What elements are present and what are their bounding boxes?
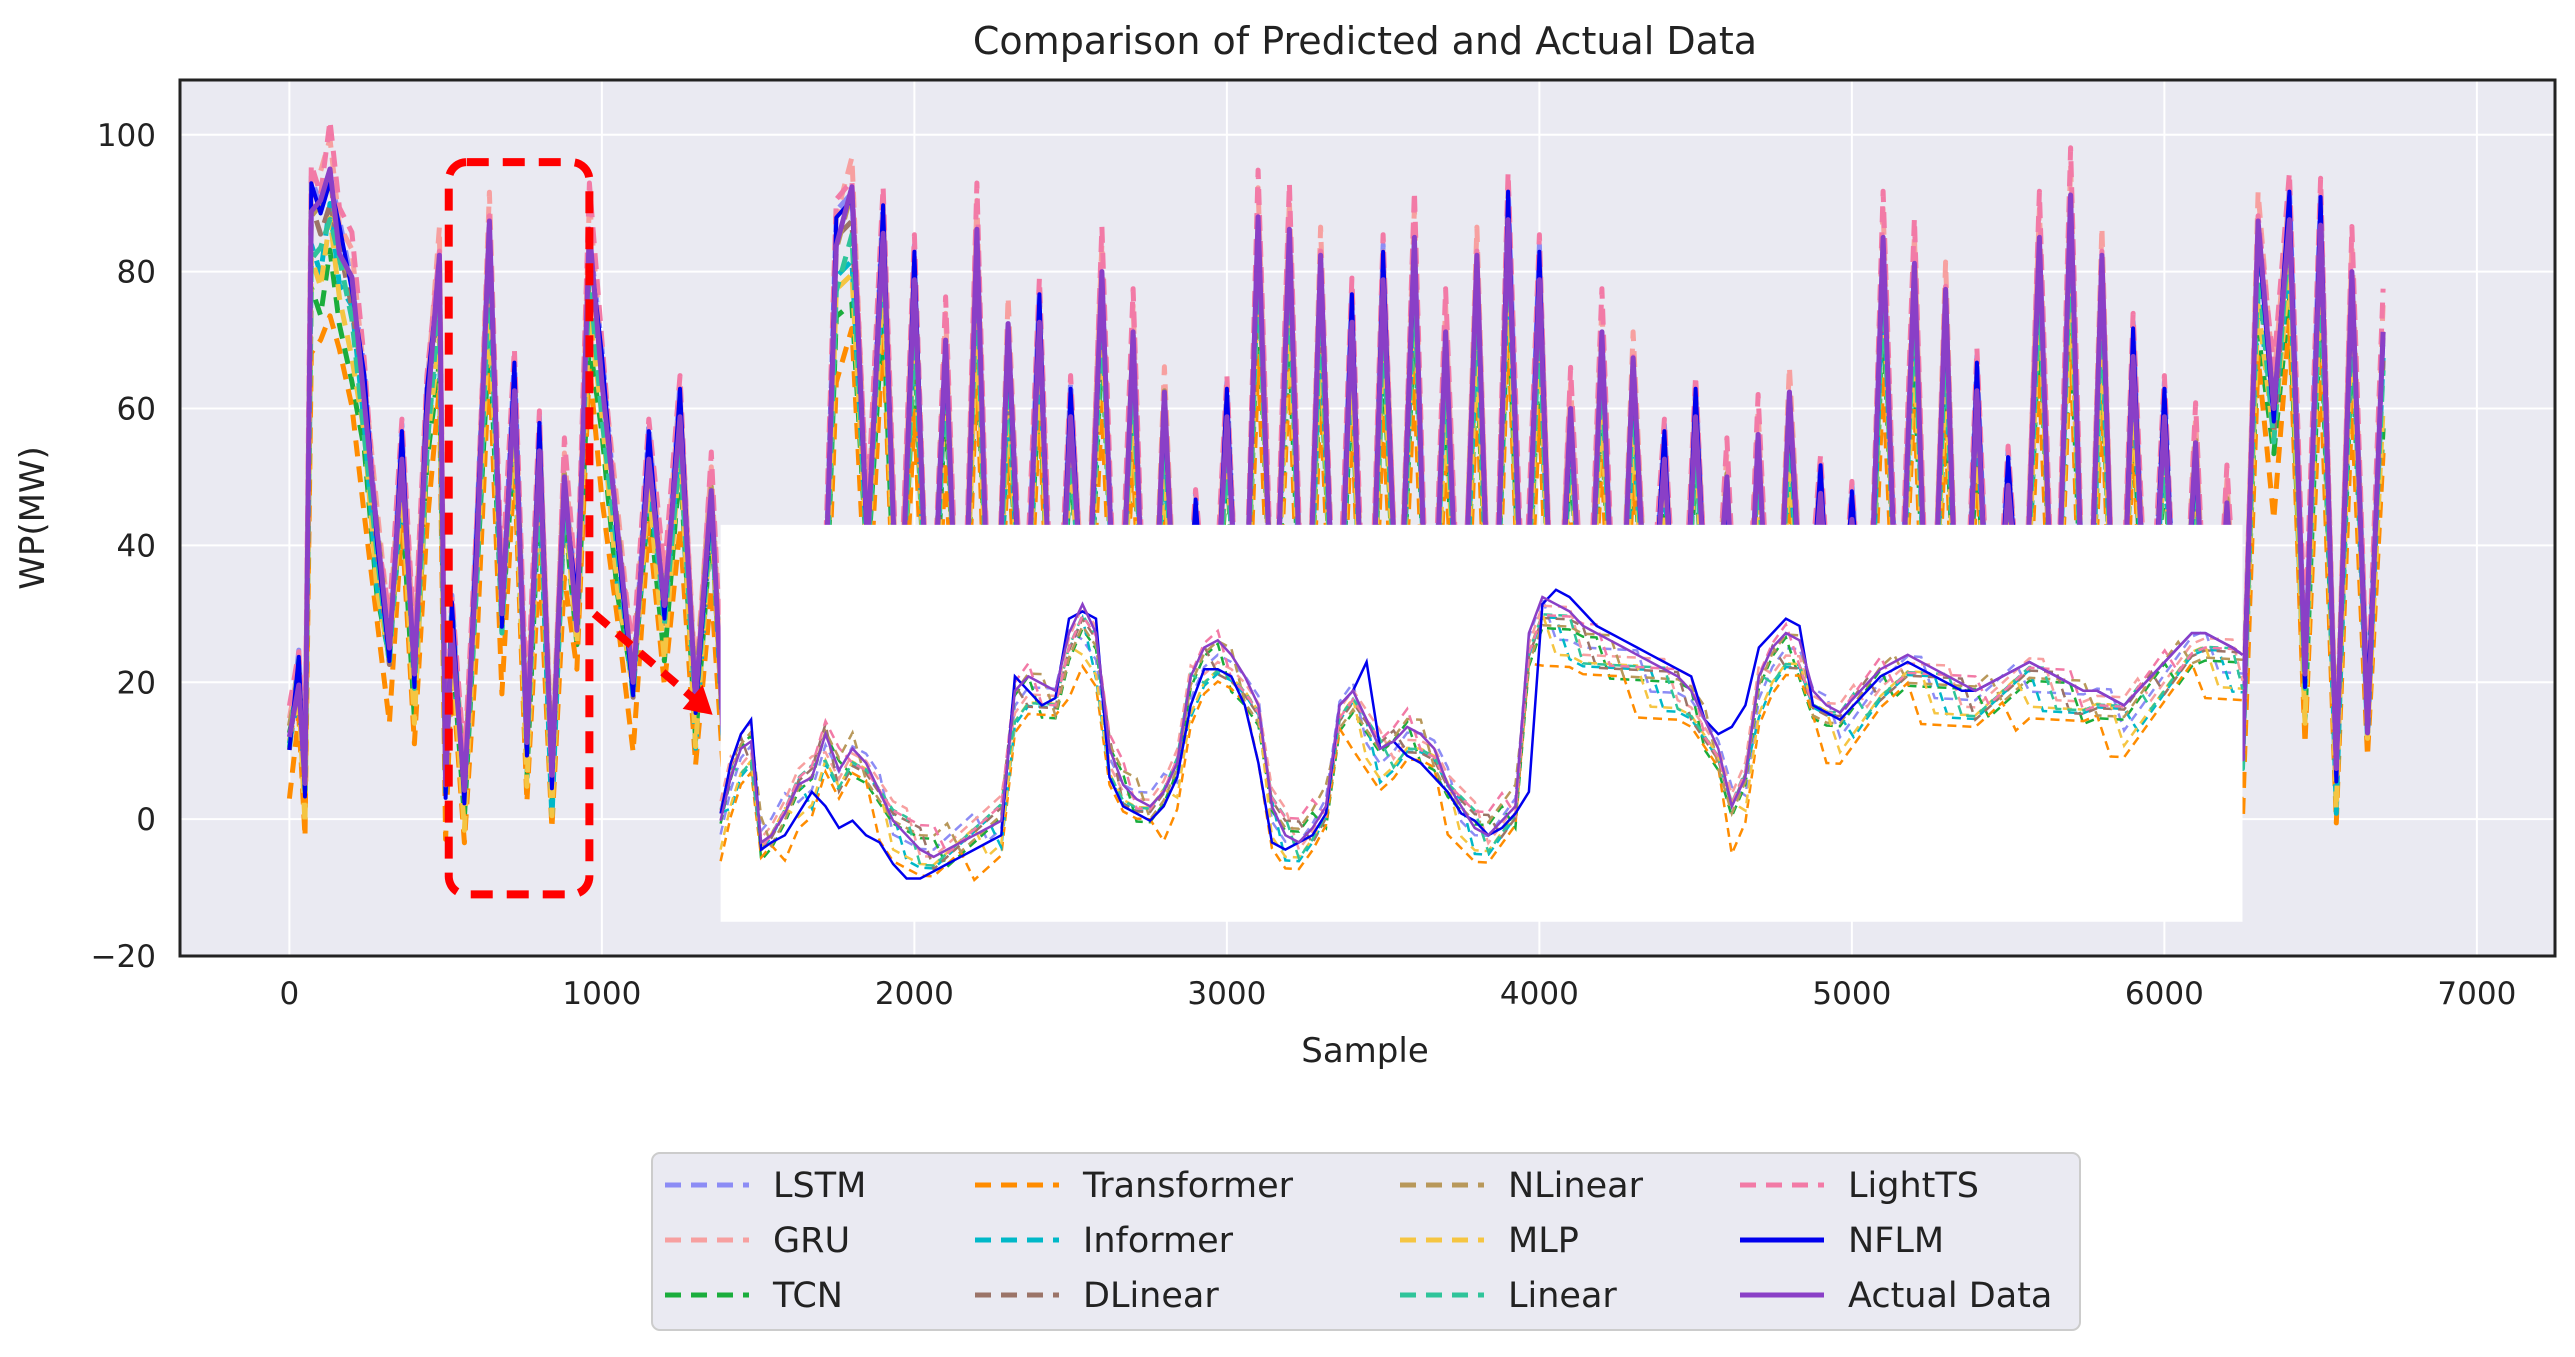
legend-label: DLinear (1083, 1276, 1219, 1316)
inset-background (720, 524, 2243, 922)
x-tick-label: 2000 (875, 976, 954, 1012)
x-tick-label: 6000 (2125, 976, 2204, 1012)
x-axis-ticks: 0 1000 2000 3000 4000 5000 6000 7000 (280, 976, 2517, 1012)
plot-frame (178, 78, 2557, 958)
y-tick-label: 20 (117, 665, 156, 701)
inset-line-linear (719, 612, 2244, 867)
y-tick-label: −20 (91, 939, 156, 975)
legend-label: Informer (1083, 1221, 1234, 1261)
legend-label: GRU (773, 1221, 850, 1261)
zoom-arrowhead (682, 684, 713, 715)
legend-label: MLP (1508, 1221, 1579, 1261)
y-tick-label: 0 (136, 802, 156, 838)
legend: LSTM GRU TCN Transformer Informer DLinear NLin… (651, 1152, 2081, 1331)
legend-label: LightTS (1848, 1166, 1979, 1206)
y-tick-label: 80 (117, 255, 156, 291)
y-axis-label: WP(MW) (13, 446, 53, 590)
inset-line-gru (719, 603, 2244, 859)
x-tick-label: 3000 (1187, 976, 1266, 1012)
legend-label: NFLM (1848, 1221, 1944, 1261)
plot-area (178, 78, 2557, 958)
legend-label: Actual Data (1848, 1276, 2052, 1316)
inset-line-lstm (719, 594, 2243, 851)
x-tick-label: 0 (280, 976, 300, 1012)
legend-label: Transformer (1082, 1166, 1294, 1206)
zoom-inset (719, 524, 2244, 922)
y-axis-ticks: −20 0 20 40 60 80 100 (91, 118, 156, 975)
y-tick-label: 40 (117, 528, 156, 564)
legend-label: Linear (1508, 1276, 1617, 1316)
inset-line-actual-data (719, 595, 2244, 859)
chart-title: Comparison of Predicted and Actual Data (973, 19, 1757, 63)
x-axis-label: Sample (1301, 1031, 1428, 1071)
x-tick-label: 7000 (2437, 976, 2516, 1012)
highlight-box (444, 158, 594, 899)
zoom-arrow (591, 610, 702, 706)
legend-label: LSTM (773, 1166, 866, 1206)
x-tick-label: 4000 (1500, 976, 1579, 1012)
legend-box (651, 1152, 2081, 1331)
inset-line-tcn (719, 626, 2243, 869)
x-tick-label: 1000 (562, 976, 641, 1012)
inset-line-dlinear (719, 616, 2243, 872)
legend-label: NLinear (1508, 1166, 1644, 1206)
y-tick-label: 100 (97, 118, 156, 154)
x-tick-label: 5000 (1812, 976, 1891, 1012)
y-tick-label: 60 (117, 392, 156, 428)
legend-label: TCN (772, 1276, 843, 1316)
